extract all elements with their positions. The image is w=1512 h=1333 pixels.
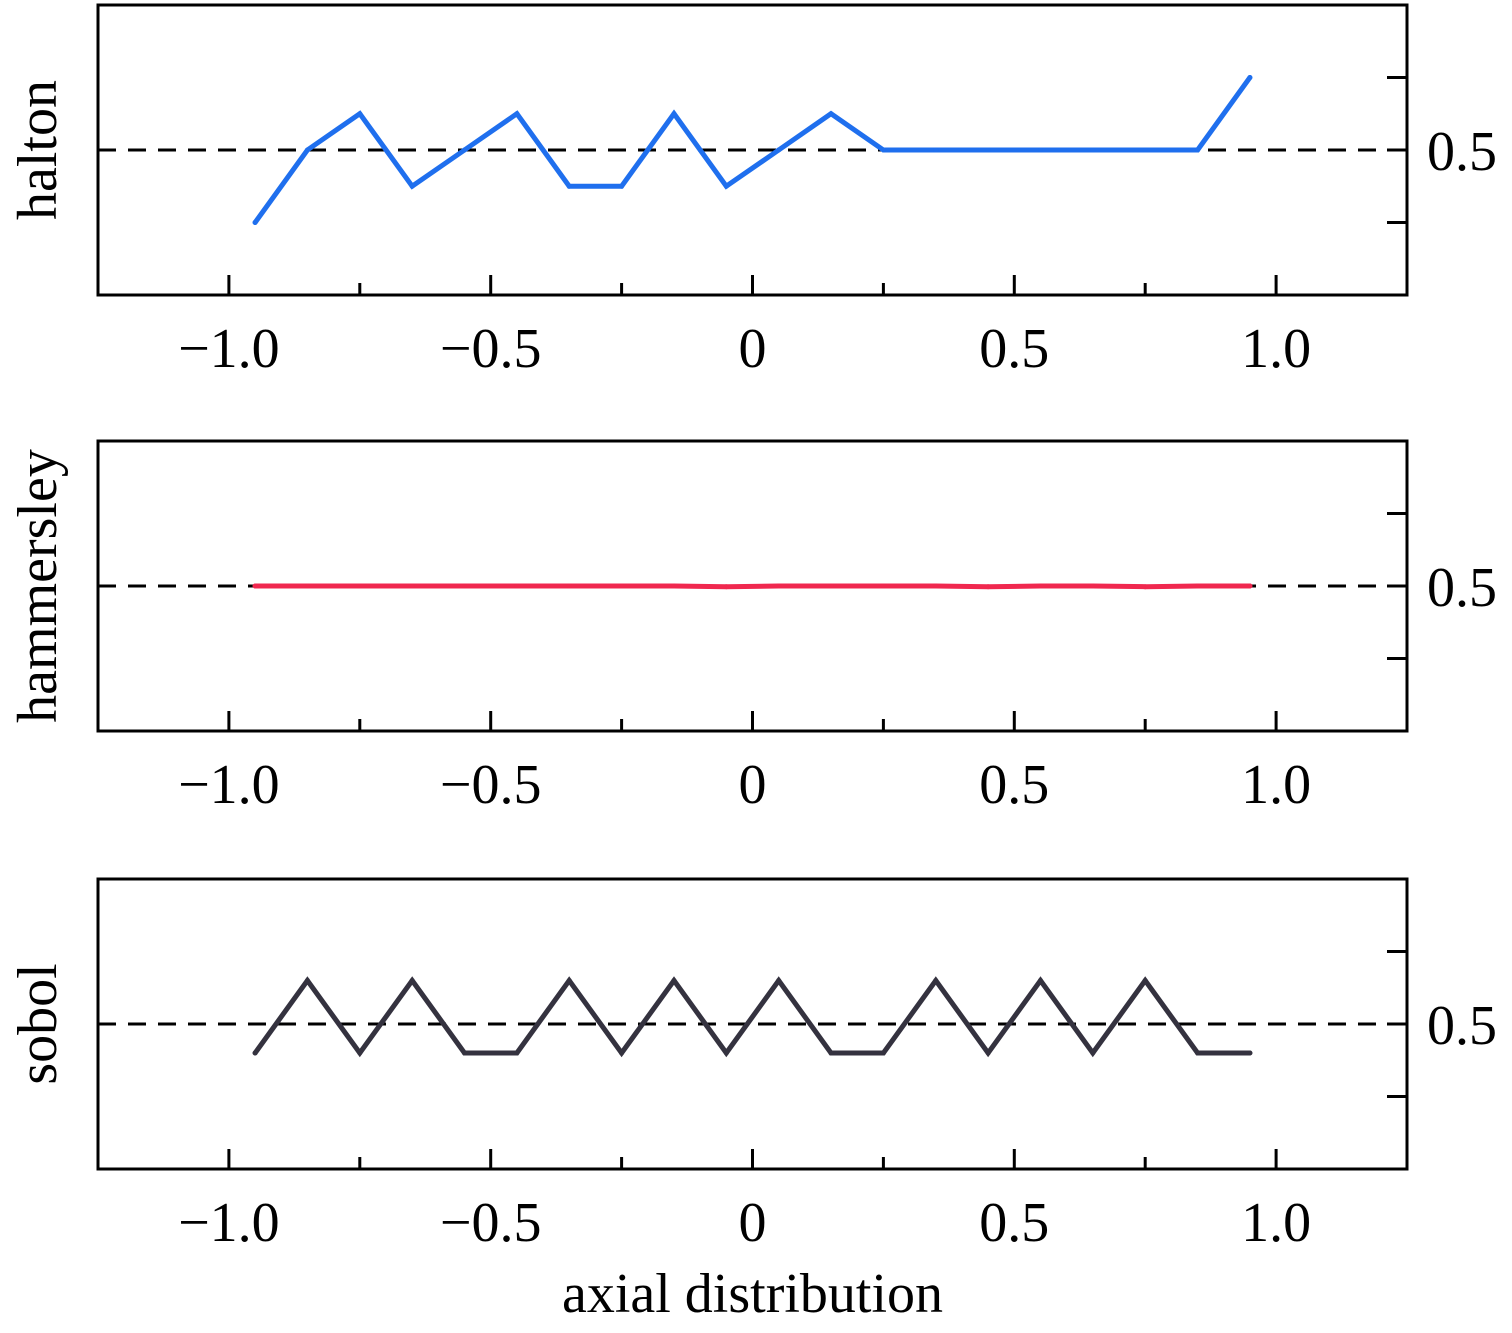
data-point [933, 583, 939, 589]
data-point [1247, 1050, 1253, 1056]
x-tick-label: 0.5 [979, 754, 1049, 816]
y-axis-title: halton [7, 80, 69, 220]
data-point [514, 111, 520, 117]
x-tick-label: 0.5 [979, 1192, 1049, 1254]
data-point [1142, 978, 1148, 983]
x-tick-label: 1.0 [1241, 754, 1311, 816]
data-point [1247, 583, 1253, 589]
x-tick-label: −1.0 [178, 318, 280, 380]
x-tick-label: −1.0 [178, 754, 280, 816]
x-tick-label: 0 [739, 318, 767, 380]
data-point [828, 111, 834, 117]
data-point [1142, 147, 1148, 153]
data-point [776, 583, 782, 589]
data-point [1195, 147, 1201, 153]
x-tick-label: −1.0 [178, 1192, 280, 1254]
data-point [357, 111, 363, 117]
data-point [1037, 583, 1043, 589]
data-point [985, 584, 991, 590]
x-tick-label: −0.5 [440, 754, 542, 816]
x-tick-label: 1.0 [1241, 318, 1311, 380]
subplot-sobol: −1.0 −0.5 0 0.5 1.0 0.5 sobol axial distributio… [7, 877, 1497, 1325]
data-point [933, 147, 939, 153]
y-tick-label: 0.5 [1427, 121, 1497, 183]
data-point [252, 583, 258, 589]
data-point [409, 978, 415, 983]
data-point [566, 183, 572, 189]
data-point [252, 220, 258, 225]
data-point [828, 583, 834, 589]
data-point [1247, 75, 1253, 80]
data-point [985, 147, 991, 153]
data-point [514, 1050, 520, 1056]
x-tick-label: 0 [739, 754, 767, 816]
x-tick-label: 1.0 [1241, 1192, 1311, 1254]
series-line-sobol [252, 976, 1253, 1058]
data-point [1090, 1050, 1096, 1056]
data-point [933, 978, 939, 983]
data-point [1142, 584, 1148, 590]
data-point [462, 1050, 468, 1056]
data-point [566, 583, 572, 589]
data-point [462, 583, 468, 589]
x-tick-label: 0 [739, 1192, 767, 1254]
series-line-halton [252, 75, 1253, 225]
data-point [723, 1050, 729, 1056]
data-point [776, 978, 782, 983]
data-point [880, 583, 886, 589]
data-point [985, 1050, 991, 1056]
data-point [304, 147, 310, 153]
data-point [357, 583, 363, 589]
data-point [671, 978, 677, 983]
series-line-hammersley [252, 583, 1253, 590]
data-point [409, 583, 415, 589]
data-point [671, 111, 677, 117]
data-point [514, 583, 520, 589]
data-point [723, 584, 729, 590]
data-point [357, 1050, 363, 1056]
y-tick-label: 0.5 [1427, 995, 1497, 1057]
data-point [1090, 583, 1096, 589]
data-point [1195, 1050, 1201, 1056]
x-tick-label: −0.5 [440, 318, 542, 380]
data-point [1195, 583, 1201, 589]
data-point [1037, 978, 1043, 983]
data-point [1037, 147, 1043, 153]
y-axis-title: hammersley [7, 449, 69, 723]
data-point [880, 147, 886, 153]
data-point [304, 978, 310, 983]
y-tick-label: 0.5 [1427, 557, 1497, 619]
data-point [776, 147, 782, 153]
data-point [880, 1050, 886, 1056]
subplot-halton: −1.0 −0.5 0 0.5 1.0 0.5 halton [7, 3, 1497, 380]
data-point [252, 1050, 258, 1056]
data-point [619, 583, 625, 589]
data-point [304, 583, 310, 589]
data-point [566, 978, 572, 983]
subplot-hammersley: −1.0 −0.5 0 0.5 1.0 0.5 hammersley [7, 439, 1497, 816]
data-point [828, 1050, 834, 1056]
data-point [462, 147, 468, 153]
data-point [1090, 147, 1096, 153]
data-point [619, 1050, 625, 1056]
data-point [671, 583, 677, 589]
data-point [723, 183, 729, 189]
y-axis-title: sobol [7, 963, 69, 1084]
data-point [409, 183, 415, 189]
x-tick-label: −0.5 [440, 1192, 542, 1254]
x-axis-title: axial distribution [562, 1263, 943, 1325]
data-point [619, 183, 625, 189]
x-tick-label: 0.5 [979, 318, 1049, 380]
